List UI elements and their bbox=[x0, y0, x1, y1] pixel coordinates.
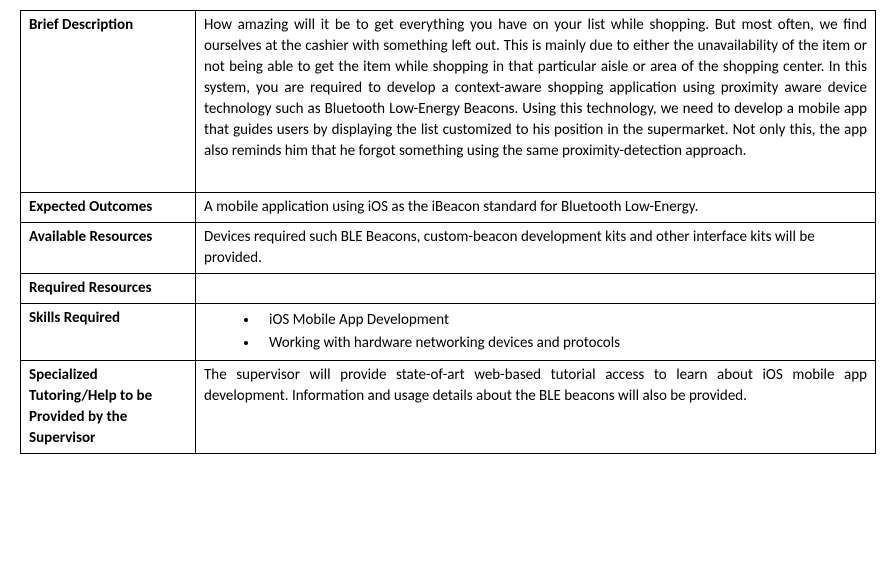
content-required-resources bbox=[196, 274, 876, 304]
label-required-resources: Required Resources bbox=[21, 274, 196, 304]
table-row-specialized-tutoring: Specialized Tutoring/Help to be Provided… bbox=[21, 361, 876, 454]
table-row-expected-outcomes: Expected Outcomes A mobile application u… bbox=[21, 193, 876, 223]
skills-list-item: iOS Mobile App Development bbox=[259, 310, 867, 331]
skills-list-item: Working with hardware networking devices… bbox=[259, 333, 867, 354]
label-specialized-tutoring: Specialized Tutoring/Help to be Provided… bbox=[21, 361, 196, 454]
table-row-required-resources: Required Resources bbox=[21, 274, 876, 304]
table-row-brief-description: Brief Description How amazing will it be… bbox=[21, 11, 876, 193]
content-specialized-tutoring: The supervisor will provide state-of-art… bbox=[196, 361, 876, 454]
label-expected-outcomes: Expected Outcomes bbox=[21, 193, 196, 223]
label-available-resources: Available Resources bbox=[21, 223, 196, 274]
table-row-skills-required: Skills Required iOS Mobile App Developme… bbox=[21, 304, 876, 361]
content-available-resources: Devices required such BLE Beacons, custo… bbox=[196, 223, 876, 274]
content-brief-description: How amazing will it be to get everything… bbox=[196, 11, 876, 193]
content-skills-required: iOS Mobile App Development Working with … bbox=[196, 304, 876, 361]
description-table: Brief Description How amazing will it be… bbox=[20, 10, 876, 454]
label-skills-required: Skills Required bbox=[21, 304, 196, 361]
label-brief-description: Brief Description bbox=[21, 11, 196, 193]
table-row-available-resources: Available Resources Devices required suc… bbox=[21, 223, 876, 274]
skills-list: iOS Mobile App Development Working with … bbox=[204, 310, 867, 354]
content-expected-outcomes: A mobile application using iOS as the iB… bbox=[196, 193, 876, 223]
